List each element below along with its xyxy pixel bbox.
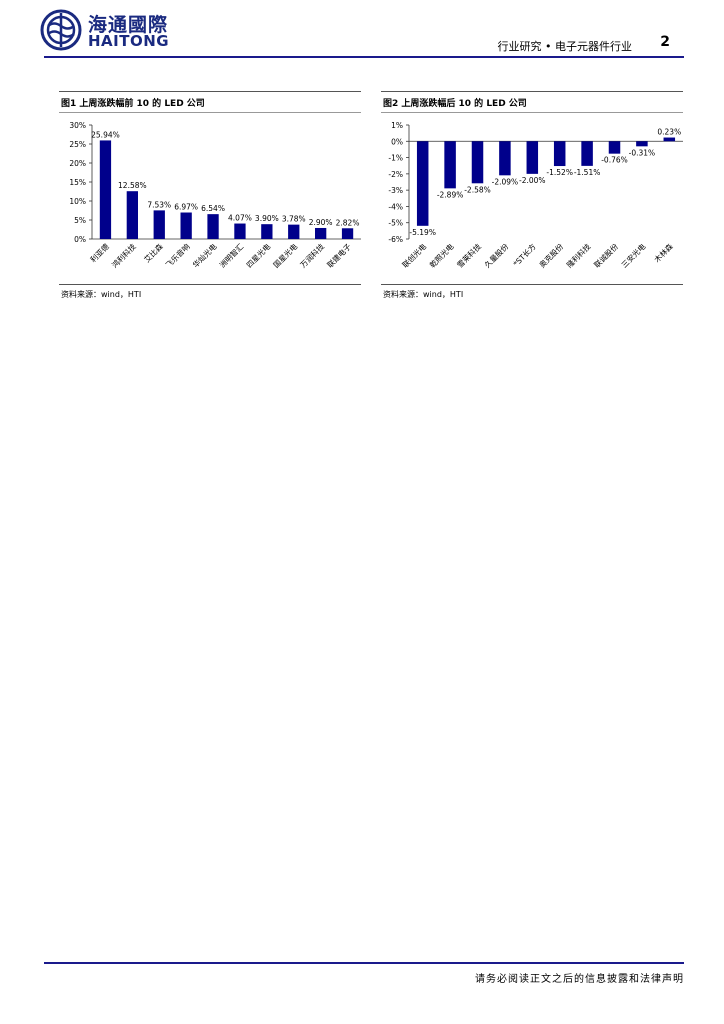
category-label: 久量股份 [482,241,511,270]
category-label: 利亚德 [88,241,111,264]
figure-top-rule [381,91,683,92]
y-tick-label: 15% [69,178,86,187]
data-label: 12.58% [118,181,147,190]
bar [99,140,112,239]
category-label: 华灿光电 [190,241,219,270]
category-label: 飞乐音响 [163,241,191,269]
category-label: 万润科技 [298,241,327,270]
data-label: 7.53% [147,200,171,209]
bar [663,137,676,142]
category-label: 联建电子 [325,241,354,270]
figure-top-gainers: 图1 上周涨跌幅前 10 的 LED 公司 0% 5% 10% 15% 20% 25% 30… [59,91,361,311]
figure-bottom-rule [381,284,683,285]
bar [288,224,300,239]
data-label: -2.58% [464,185,491,194]
bar [315,227,327,239]
data-label: -2.89% [437,190,464,199]
category-label: 鸿利科技 [109,241,138,270]
y-tick-label: 30% [69,121,86,130]
category-label: 联创光电 [400,241,429,270]
bar [416,141,429,226]
bar [499,141,511,176]
y-tick-label: 25% [69,140,86,149]
figure-source: 资料来源：wind，HTI [61,290,142,299]
bar [471,141,484,184]
bar [180,212,192,239]
data-label: -2.09% [492,177,519,186]
bar [444,141,456,189]
y-tick-label: 0% [74,235,86,244]
category-label: 木林森 [652,241,675,264]
bar [636,141,648,147]
bar [581,141,593,166]
data-label: 6.97% [174,203,198,212]
y-tick-label: 0% [391,137,403,146]
top-gainers-bar-chart: 0% 5% 10% 15% 20% 25% 30% 25.94% 利亚德 12.58% 鸿利科技 7.… [69,121,361,270]
figure-source: 资料来源：wind，HTI [383,290,464,299]
y-tick-label: -2% [388,170,403,179]
y-tick-label: 20% [69,159,86,168]
figure-title: 图2 上周涨跌幅后 10 的 LED 公司 [383,99,527,109]
y-tick-label: -4% [388,202,403,211]
data-label: 3.78% [282,215,306,224]
figure-bottom-rule [59,284,361,285]
category-label: 奥克股份 [537,241,566,270]
bar [341,228,354,239]
data-label: 2.82% [336,218,360,227]
header-divider [44,56,684,58]
data-label: 0.23% [657,128,681,137]
legal-disclaimer: 请务必阅读正文之后的信息披露和法律声明 [475,974,684,985]
figure-top-rule [59,91,361,92]
data-label: -5.19% [409,228,436,237]
category-label: 乾照光电 [427,241,456,270]
bar [526,141,539,174]
logo-chinese-name: 海通國際 [88,14,169,36]
bar [126,191,138,239]
bar [261,224,273,239]
bar [234,223,246,239]
category-label: 艾比森 [142,241,165,264]
data-label: -1.51% [574,168,601,177]
y-tick-label: 1% [391,121,403,130]
category-label: 隆利科技 [564,241,593,270]
data-label: -0.76% [601,156,628,165]
y-tick-label: -5% [388,219,403,228]
figure-top-losers: 图2 上周涨跌幅后 10 的 LED 公司 1% 0% -1% -2% -3% -4% -5… [381,91,683,311]
bar [207,214,219,239]
report-category: 行业研究 • 电子元器件行业 [497,40,632,53]
category-label: *ST长方 [511,241,538,268]
category-label: 国星光电 [271,241,300,270]
figure-title-rule [59,112,361,113]
data-label: 4.07% [228,214,252,223]
category-label: 联诚股份 [592,241,621,270]
data-label: -2.00% [519,176,546,185]
category-label: 三安光电 [619,241,648,270]
page-number: 2 [660,34,670,50]
bar [153,210,165,239]
company-logo: 海通國際 HAITONG [40,9,170,51]
y-tick-label: -1% [388,154,403,163]
category-label: 洲明智汇 [217,241,246,270]
y-tick-label: 5% [74,216,86,225]
category-label: 四星光电 [244,241,273,270]
y-tick-label: -3% [388,186,403,195]
figure-title-rule [381,112,683,113]
figure-title: 图1 上周涨跌幅前 10 的 LED 公司 [61,99,205,109]
category-label: 雪莱科技 [455,241,484,270]
data-label: 6.54% [201,204,225,213]
top-losers-bar-chart: 1% 0% -1% -2% -3% -4% -5% -6% -5.19% 联创光电 -2.89% 乾照… [388,121,683,270]
footer-divider [44,962,684,964]
data-label: -0.31% [629,148,656,157]
y-tick-label: 10% [69,197,86,206]
bar [553,141,566,167]
data-label: 2.90% [309,218,333,227]
data-label: 3.90% [255,214,279,223]
bar [608,141,621,154]
data-label: 25.94% [91,130,120,139]
logo-english-name: HAITONG [88,32,170,50]
data-label: -1.52% [546,168,573,177]
haitong-emblem-icon [40,9,82,51]
y-tick-label: -6% [388,235,403,244]
